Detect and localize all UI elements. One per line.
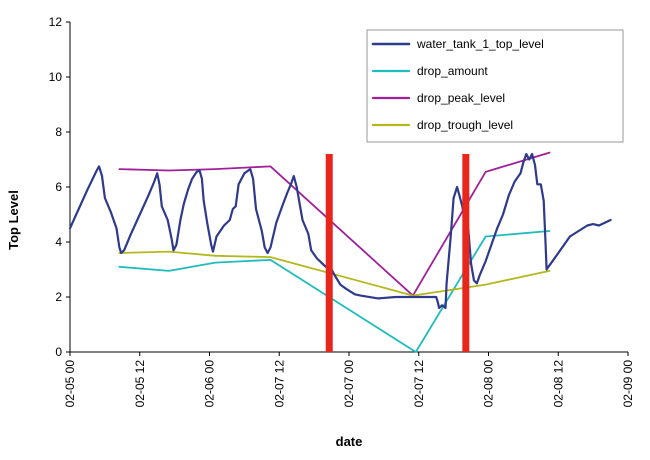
y-tick-label: 12	[49, 15, 63, 29]
y-tick-label: 10	[49, 70, 63, 84]
x-tick-label: 02-07 12	[272, 360, 286, 408]
x-tick-label: 02-06 00	[203, 360, 217, 408]
x-tick-label: 02-08 12	[551, 360, 565, 408]
x-tick-label: 02-05 00	[63, 360, 77, 408]
event-marker-1	[325, 154, 333, 352]
x-axis-title: date	[336, 434, 363, 449]
x-tick-label: 02-09 00	[621, 360, 635, 408]
legend-label-drop-amount: drop_amount	[417, 64, 488, 78]
legend-label-water-tank-1-top-level: water_tank_1_top_level	[416, 37, 544, 51]
legend-label-drop-trough-level: drop_trough_level	[417, 118, 513, 132]
y-axis-title: Top Level	[6, 190, 21, 250]
y-tick-label: 2	[55, 290, 62, 304]
series-line-drop-trough-level	[118, 250, 551, 297]
y-tick-label: 0	[55, 345, 62, 359]
x-tick-label: 02-05 12	[133, 360, 147, 408]
series-line-drop-peak-level	[118, 151, 551, 297]
legend-label-drop-peak-level: drop_peak_level	[417, 91, 505, 105]
x-tick-label: 02-07 00	[342, 360, 356, 408]
x-tick-label: 02-07 12	[412, 360, 426, 408]
series-line-drop-amount	[118, 230, 551, 353]
legend-box	[366, 29, 624, 143]
event-marker-2	[462, 154, 470, 352]
y-tick-label: 8	[55, 125, 62, 139]
y-tick-label: 4	[55, 235, 62, 249]
series-line-water-tank-1-top-level	[68, 152, 612, 310]
x-tick-label: 02-08 00	[482, 360, 496, 408]
y-tick-label: 6	[55, 180, 62, 194]
